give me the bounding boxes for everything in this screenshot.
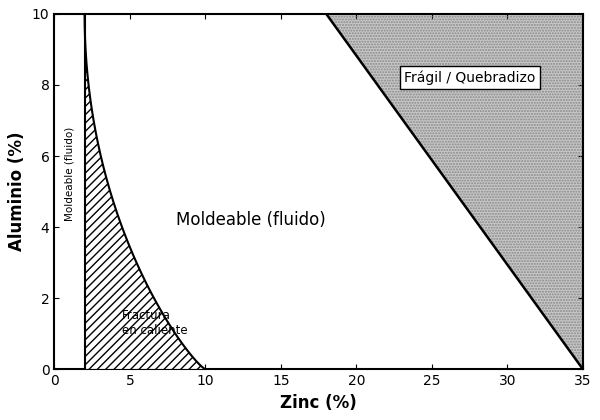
Polygon shape: [85, 14, 205, 369]
Polygon shape: [326, 14, 583, 369]
Text: Moldeable (fluido): Moldeable (fluido): [176, 211, 326, 229]
X-axis label: Zinc (%): Zinc (%): [280, 394, 357, 412]
Y-axis label: Aluminio (%): Aluminio (%): [8, 132, 26, 251]
Text: Frágil / Quebradizo: Frágil / Quebradizo: [404, 71, 535, 85]
Text: Fractura
en caliente: Fractura en caliente: [122, 309, 188, 337]
Text: Moldeable (fluido): Moldeable (fluido): [64, 127, 74, 221]
